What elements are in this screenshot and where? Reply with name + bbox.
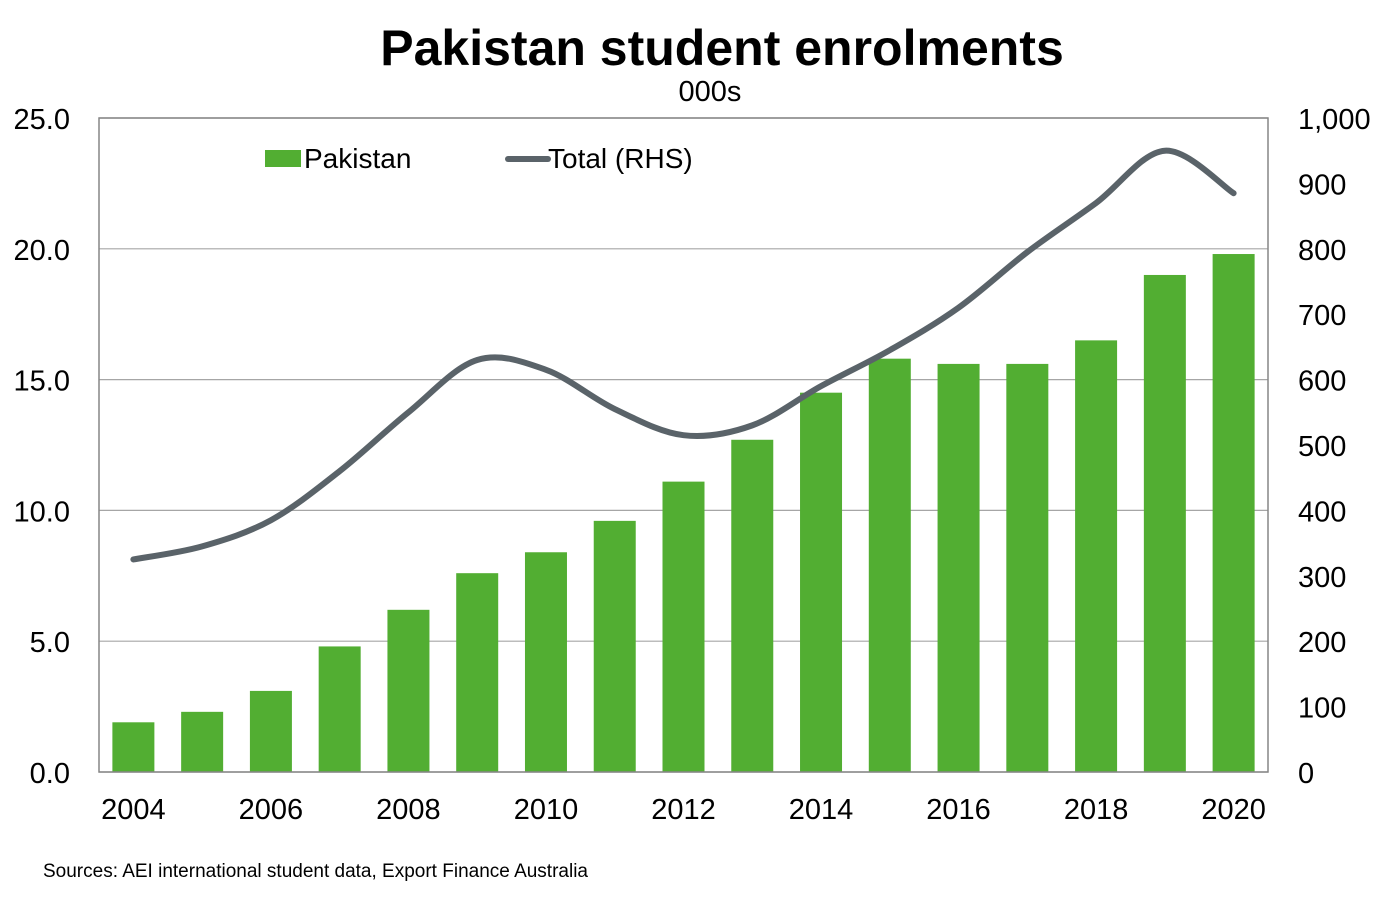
x-tick-label: 2006 bbox=[239, 794, 304, 826]
bar-series-pakistan bbox=[112, 254, 1255, 773]
right-tick-label: 600 bbox=[1298, 366, 1346, 398]
legend-label-pakistan: Pakistan bbox=[304, 143, 411, 174]
line-series-total bbox=[130, 147, 1237, 563]
left-tick-label: 5.0 bbox=[30, 627, 70, 659]
right-tick-label: 500 bbox=[1298, 431, 1346, 463]
bar-2014 bbox=[800, 392, 843, 772]
x-tick-label: 2014 bbox=[789, 794, 854, 826]
plot-frame bbox=[98, 117, 1269, 773]
bar-2015 bbox=[868, 358, 911, 772]
bar-2007 bbox=[318, 646, 361, 772]
right-tick-label: 100 bbox=[1298, 693, 1346, 725]
x-axis: 2004 2006 2008 2010 2012 2014 2016 2018 2020 bbox=[101, 794, 1266, 826]
left-tick-label: 20.0 bbox=[14, 235, 70, 267]
bar-2012 bbox=[662, 481, 705, 772]
bar-2013 bbox=[731, 439, 774, 772]
x-tick-label: 2010 bbox=[514, 794, 579, 826]
bar-2016 bbox=[937, 363, 980, 772]
right-tick-label: 900 bbox=[1298, 169, 1346, 201]
bar-2009 bbox=[456, 573, 499, 772]
x-tick-label: 2018 bbox=[1064, 794, 1129, 826]
source-note: Sources: AEI international student data,… bbox=[43, 861, 588, 882]
right-tick-label: 300 bbox=[1298, 562, 1346, 594]
x-tick-label: 2020 bbox=[1201, 794, 1266, 826]
right-tick-label: 400 bbox=[1298, 496, 1346, 528]
right-tick-label: 0 bbox=[1298, 758, 1314, 790]
x-tick-label: 2016 bbox=[926, 794, 991, 826]
left-tick-label: 15.0 bbox=[14, 366, 70, 398]
bar-2011 bbox=[593, 520, 636, 772]
chart-subtitle: 000s bbox=[679, 76, 742, 108]
x-tick-label: 2008 bbox=[376, 794, 441, 826]
bar-2019 bbox=[1143, 274, 1186, 772]
left-axis: 0.0 5.0 10.0 15.0 20.0 25.0 bbox=[14, 104, 70, 790]
bar-2020 bbox=[1212, 254, 1255, 773]
bar-2017 bbox=[1006, 363, 1049, 772]
bar-2004 bbox=[112, 722, 155, 772]
left-tick-label: 25.0 bbox=[14, 104, 70, 136]
right-tick-label: 1,000 bbox=[1298, 104, 1371, 136]
legend: Pakistan Total (RHS) bbox=[265, 143, 693, 174]
bar-2010 bbox=[524, 552, 567, 772]
legend-label-total: Total (RHS) bbox=[548, 143, 693, 174]
left-tick-label: 0.0 bbox=[30, 758, 70, 790]
legend-swatch-pakistan bbox=[265, 150, 301, 167]
right-tick-label: 700 bbox=[1298, 300, 1346, 332]
bar-2006 bbox=[249, 690, 292, 772]
bar-2008 bbox=[387, 609, 430, 772]
bar-2005 bbox=[181, 711, 224, 772]
x-tick-label: 2004 bbox=[101, 794, 166, 826]
bar-2018 bbox=[1075, 340, 1118, 772]
left-tick-label: 10.0 bbox=[14, 496, 70, 528]
right-tick-label: 200 bbox=[1298, 627, 1346, 659]
x-tick-label: 2012 bbox=[651, 794, 716, 826]
right-axis: 0 100 200 300 400 500 600 700 800 900 1,000 bbox=[1298, 104, 1371, 790]
chart-title: Pakistan student enrolments bbox=[380, 20, 1064, 76]
right-tick-label: 800 bbox=[1298, 235, 1346, 267]
